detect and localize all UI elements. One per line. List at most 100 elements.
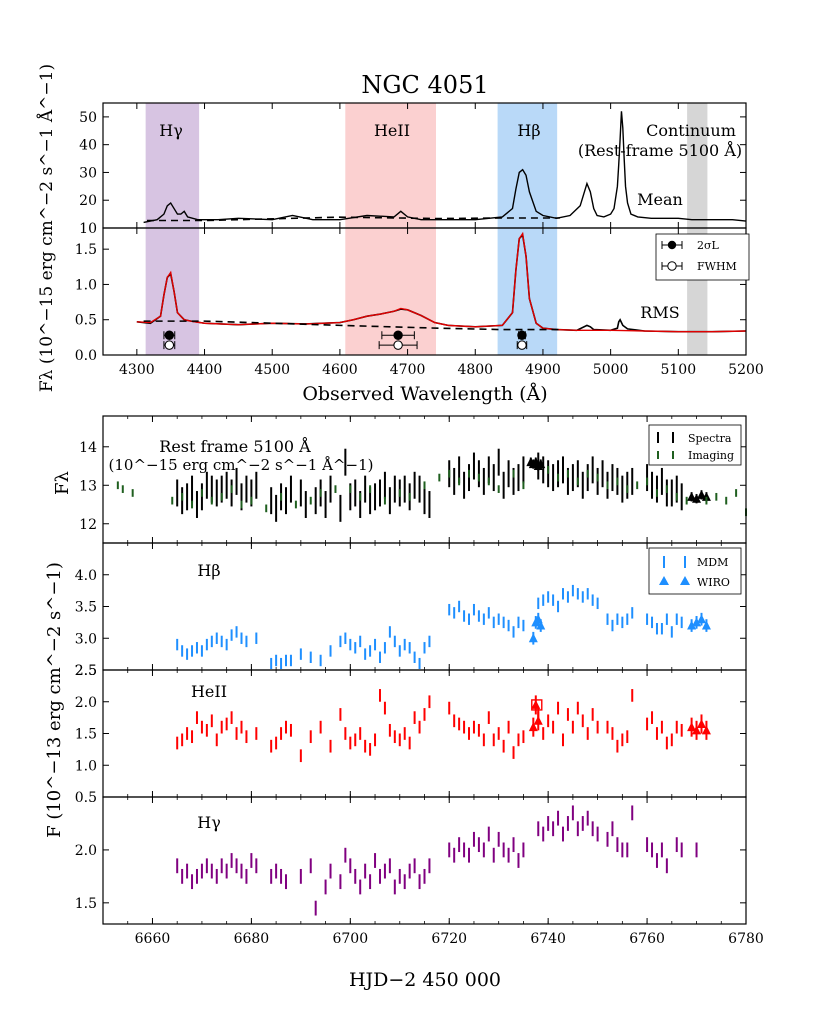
hg-xtick-label: 6780 bbox=[728, 931, 764, 947]
he-triangle-point bbox=[692, 725, 702, 735]
rms-marker-fwhm bbox=[517, 340, 527, 350]
rms-xtick-label: 5200 bbox=[728, 362, 764, 378]
band-hbeta bbox=[497, 103, 558, 355]
mean-spectrum-panel: 10 20 30 40 50 bbox=[79, 102, 747, 237]
rms-marker-2sigma bbox=[517, 330, 527, 340]
cont-ytick-label: 13 bbox=[79, 478, 97, 494]
rms-continuum-dashed bbox=[143, 320, 560, 331]
hbeta-legend: MDM WIRO bbox=[648, 547, 742, 595]
hb-triangle-point bbox=[536, 620, 546, 630]
he-ytick-label: 2.5 bbox=[75, 663, 97, 679]
legend-wiro-mark-2 bbox=[680, 576, 690, 585]
hg-ytick-label: 1.5 bbox=[75, 896, 97, 912]
rms-marker-fwhm bbox=[164, 340, 175, 350]
hg-xtick-label: 6700 bbox=[332, 931, 368, 947]
hb-ytick-label: 3.5 bbox=[75, 600, 97, 616]
hbeta-lc-label: Hβ bbox=[197, 561, 220, 580]
hgamma-lc-label: Hγ bbox=[197, 813, 221, 832]
cont-ytick-label: 12 bbox=[79, 517, 97, 533]
lc-ylabel: F (10^−13 erg cm^−2 s^−1) bbox=[44, 562, 65, 838]
legend-wiro-mark-1 bbox=[659, 576, 669, 585]
legend-fwhm-marker bbox=[661, 261, 683, 271]
spec-ylabel: Fλ (10^−15 erg cm^−2 s^−1 Å^−1) bbox=[36, 64, 57, 392]
rms-legend: 2σL FWHM bbox=[655, 233, 750, 281]
rms-ytick-label: 0.5 bbox=[75, 313, 97, 329]
rms-marker-fwhm bbox=[393, 340, 403, 350]
hb-triangle-point bbox=[692, 617, 702, 627]
mean-ytick-label: 10 bbox=[79, 221, 97, 237]
band-hgamma bbox=[145, 103, 200, 355]
hg-frame bbox=[102, 796, 747, 925]
rms-marker-2sigma bbox=[164, 330, 175, 340]
hb-ytick-label: 4.0 bbox=[75, 568, 97, 584]
hg-xtick-label: 6760 bbox=[629, 931, 665, 947]
hb-ytick-label: 2.5 bbox=[75, 663, 97, 679]
mean-ytick-label: 40 bbox=[79, 138, 97, 154]
hbeta-light-curve-panel: 2.5 3.0 3.5 4.0 bbox=[75, 542, 747, 679]
he-triangle-point bbox=[531, 699, 541, 709]
he-ytick-label: 1.0 bbox=[75, 758, 97, 774]
rms-xtick-label: 5000 bbox=[593, 362, 629, 378]
legend-spectra-label: Spectra bbox=[688, 432, 732, 445]
spec-xlabel: Observed Wavelength (Å) bbox=[302, 383, 547, 405]
emission-line-bands bbox=[145, 103, 708, 355]
he-triangle-point bbox=[528, 722, 538, 732]
hg-xtick-label: 6720 bbox=[431, 931, 467, 947]
rms-xtick-label: 4500 bbox=[254, 362, 290, 378]
hgamma-light-curve-panel: 1.5 2.0 6660 6680 6700 6720 6740 6760 6780 bbox=[75, 796, 764, 947]
mean-ytick-label: 30 bbox=[79, 165, 97, 181]
heii-lc-label: HeII bbox=[191, 682, 227, 701]
rms-ytick-label: 1.0 bbox=[75, 277, 97, 293]
hb-triangle-point bbox=[696, 614, 706, 624]
rms-marker-2sigma bbox=[393, 330, 403, 340]
continuum-annotation-1: Rest frame 5100 Å bbox=[159, 436, 311, 456]
band-label-heii: HeII bbox=[374, 121, 410, 140]
rms-model-line bbox=[136, 231, 747, 333]
he-triangle-point bbox=[533, 715, 543, 725]
hb-ytick-label: 3.0 bbox=[75, 631, 97, 647]
mean-label: Mean bbox=[637, 190, 683, 209]
he-triangle-point bbox=[687, 722, 697, 732]
band-heii bbox=[345, 103, 437, 355]
legend-2sigma-label: 2σL bbox=[697, 239, 720, 252]
cont-triangle-point bbox=[536, 459, 546, 469]
heii-square-point bbox=[531, 699, 543, 711]
he-ytick-label: 0.5 bbox=[75, 790, 97, 806]
continuum-annotation-2: (10^−15 erg cm^−2 s^−1 Å^−1) bbox=[109, 456, 374, 474]
rms-ytick-label: 1.5 bbox=[75, 242, 97, 258]
legend-fwhm-label: FWHM bbox=[697, 260, 737, 273]
rms-xtick-label: 4800 bbox=[457, 362, 493, 378]
cont-triangle-point bbox=[696, 489, 706, 499]
rms-xtick-label: 4600 bbox=[322, 362, 358, 378]
rms-ytick-label: 0.0 bbox=[75, 348, 97, 364]
rms-xtick-label: 4400 bbox=[187, 362, 223, 378]
cont-ytick-label: 14 bbox=[79, 440, 97, 456]
hg-ytick-label: 2.0 bbox=[75, 843, 97, 859]
continuum-ylabel: Fλ bbox=[52, 471, 73, 495]
rms-spectrum-panel: 0.0 0.5 1.0 1.5 4300 4400 4500 4600 4700 4800 4900… bbox=[75, 227, 764, 378]
he-ytick-label: 1.5 bbox=[75, 727, 97, 743]
mean-continuum-dashed bbox=[146, 216, 560, 222]
he-triangle-point bbox=[696, 718, 706, 728]
heii-light-curve-panel: 0.5 1.0 1.5 2.0 2.5 bbox=[75, 663, 747, 806]
band-continuum bbox=[687, 103, 708, 355]
cont-triangle-point bbox=[701, 491, 711, 501]
band-label-continuum-rest: (Rest-frame 5100 Å) bbox=[578, 140, 742, 160]
legend-2sigma-marker bbox=[661, 240, 683, 250]
continuum-light-curve-panel: 12 13 14 bbox=[79, 415, 747, 544]
band-label-continuum: Continuum bbox=[646, 121, 736, 140]
cont-triangle-point bbox=[687, 491, 697, 501]
legend-mdm-label: MDM bbox=[697, 556, 728, 569]
band-label-hbeta: Hβ bbox=[517, 121, 540, 140]
rms-frame bbox=[102, 227, 747, 356]
mean-spectrum-line bbox=[143, 111, 747, 224]
hb-triangle-point bbox=[687, 620, 697, 630]
hg-xtick-label: 6660 bbox=[135, 931, 171, 947]
hg-xtick-label: 6680 bbox=[234, 931, 270, 947]
lc-xlabel: HJD−2 450 000 bbox=[349, 969, 501, 991]
hb-triangle-point bbox=[528, 633, 538, 643]
he-triangle-point bbox=[701, 725, 711, 735]
hg-xtick-label: 6740 bbox=[530, 931, 566, 947]
he-ytick-label: 2.0 bbox=[75, 695, 97, 711]
mean-ytick-label: 50 bbox=[79, 110, 97, 126]
